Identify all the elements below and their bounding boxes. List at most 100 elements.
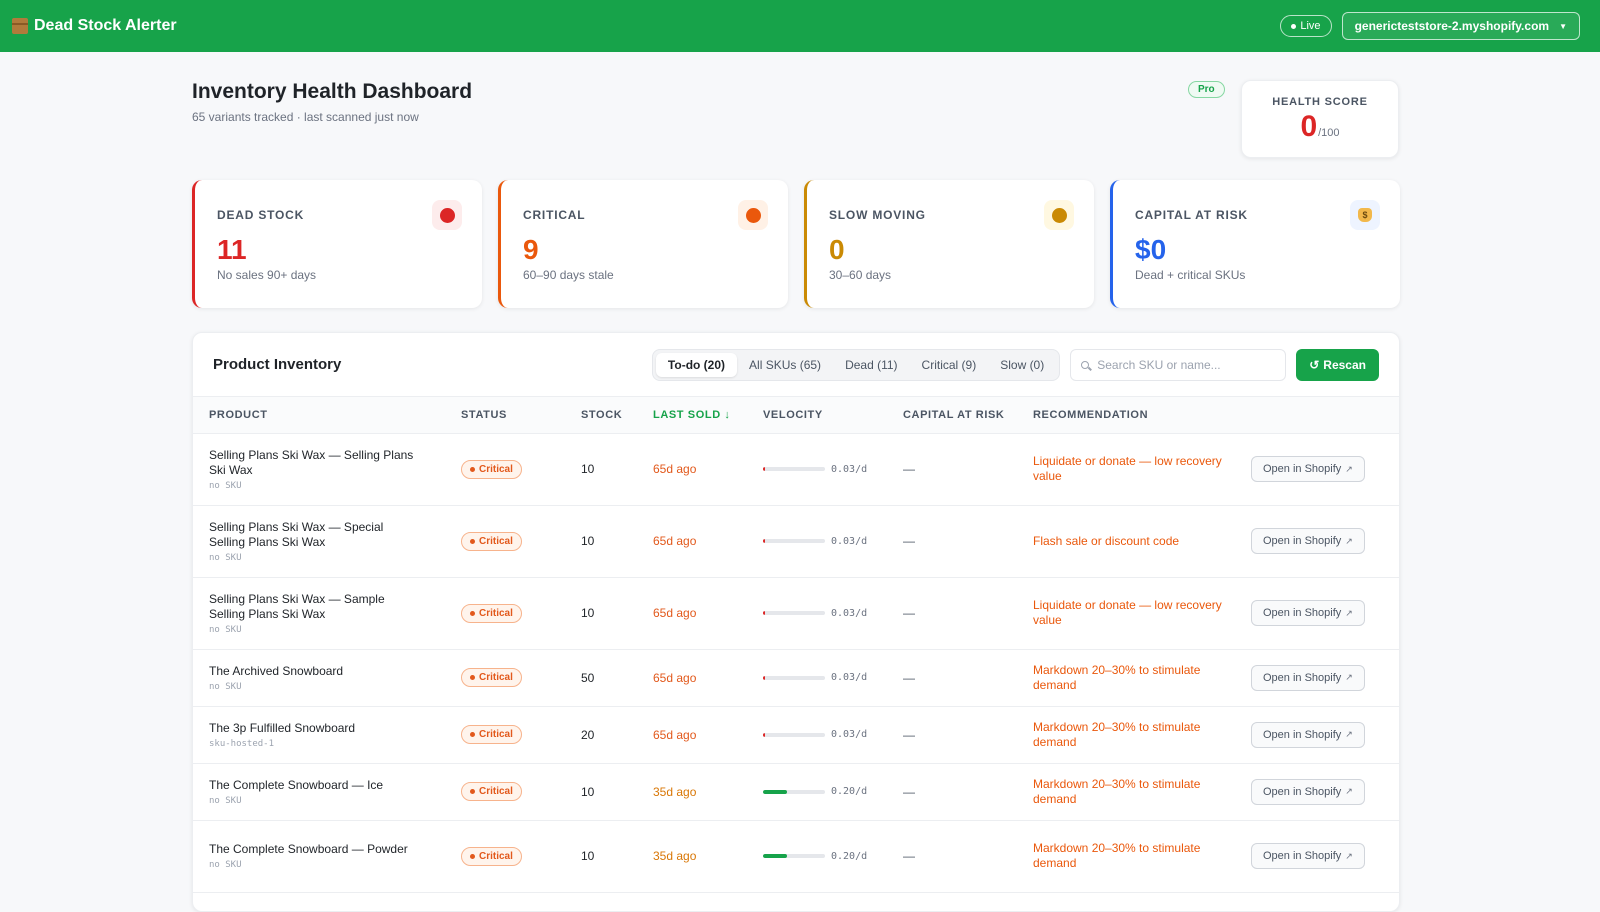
open-in-shopify-button[interactable]: Open in Shopify ↗ (1251, 528, 1365, 554)
filter-tab-todo[interactable]: To-do (20) (655, 352, 738, 377)
velocity-meter: 0.03/d (763, 608, 903, 619)
open-in-shopify-label: Open in Shopify (1263, 671, 1342, 684)
recommendation-text: Markdown 20–30% to stimulate demand (1033, 719, 1201, 749)
velocity-bar (763, 732, 825, 737)
cell-capital: — (903, 763, 1033, 820)
cell-capital: — (903, 820, 1033, 892)
filter-tab-critical[interactable]: Critical (9) (921, 357, 977, 372)
stat-label: SLOW MOVING (829, 208, 926, 222)
open-in-shopify-button[interactable]: Open in Shopify ↗ (1251, 843, 1365, 869)
velocity-meter: 0.03/d (763, 672, 903, 683)
search-input[interactable] (1097, 357, 1268, 372)
capital-value: — (903, 670, 915, 685)
velocity-bar (763, 789, 825, 794)
cell-capital: — (903, 577, 1033, 649)
velocity-bar-fill (763, 539, 765, 543)
external-link-icon: ↗ (1345, 463, 1353, 474)
recommendation-text: Liquidate or donate — low recovery value (1033, 598, 1222, 627)
main-content: Inventory Health Dashboard 65 variants t… (192, 52, 1400, 912)
filter-tab-dead[interactable]: Dead (11) (845, 357, 898, 372)
recommendation-text: Flash sale or discount code (1033, 533, 1180, 548)
open-in-shopify-button[interactable]: Open in Shopify ↗ (1251, 664, 1365, 691)
capital-value: — (903, 606, 915, 620)
cell-status: Critical (461, 763, 581, 820)
table-row[interactable]: Selling Plans Ski Wax — Selling Plans Sk… (193, 433, 1399, 505)
status-label: Critical (479, 729, 513, 740)
status-badge: Critical (461, 725, 522, 744)
table-row[interactable]: Selling Plans Ski Wax — Sample Selling P… (193, 577, 1399, 649)
live-status-badge: Live (1280, 15, 1332, 37)
cell-status: Critical (461, 505, 581, 577)
col-status[interactable]: STATUS (461, 408, 507, 421)
refresh-icon: ↺ (1309, 357, 1320, 372)
product-name: The Complete Snowboard — Ice (209, 777, 384, 792)
col-capital-at-risk[interactable]: CAPITAL AT RISK (903, 408, 1005, 421)
top-bar: Dead Stock Alerter Live genericteststore… (0, 0, 1600, 52)
col-actions (1251, 397, 1399, 433)
brand[interactable]: Dead Stock Alerter (12, 17, 177, 35)
open-in-shopify-button[interactable]: Open in Shopify ↗ (1251, 600, 1365, 626)
stat-card-slow-moving: SLOW MOVING 0 30–60 days (804, 180, 1094, 308)
external-link-icon: ↗ (1345, 850, 1353, 861)
last-sold-value: 65d ago (653, 670, 697, 685)
col-product[interactable]: PRODUCT (209, 408, 268, 421)
table-row[interactable]: The Complete Snowboard — Ice no SKU Critic… (193, 763, 1399, 820)
cell-status: Critical (461, 433, 581, 505)
cell-velocity: 0.20/d (763, 763, 903, 820)
col-stock[interactable]: STOCK (581, 408, 623, 421)
open-in-shopify-button[interactable]: Open in Shopify ↗ (1251, 456, 1365, 482)
table-row[interactable]: The Complete Snowboard — Powder no SKU Cri… (193, 820, 1399, 892)
cell-recommendation: Liquidate or donate — low recovery value (1033, 577, 1251, 649)
filter-tab-slow[interactable]: Slow (0) (1000, 357, 1045, 372)
open-in-shopify-button[interactable]: Open in Shopify ↗ (1251, 778, 1365, 805)
external-link-icon: ↗ (1345, 535, 1353, 546)
stat-card-critical: CRITICAL 9 60–90 days stale (498, 180, 788, 308)
col-recommendation[interactable]: RECOMMENDATION (1033, 408, 1149, 421)
product-sku: no SKU (209, 795, 242, 806)
stock-value: 10 (581, 462, 595, 476)
cell-stock: 10 (581, 763, 653, 820)
stat-icon-wrap (432, 200, 462, 230)
recommendation-text: Markdown 20–30% to stimulate demand (1033, 662, 1201, 692)
cell-actions: Open in Shopify ↗ (1251, 505, 1399, 577)
cell-product: Selling Plans Ski Wax — Sample Selling P… (193, 577, 461, 649)
velocity-bar-fill (763, 467, 765, 471)
rescan-button[interactable]: ↺ Rescan (1296, 348, 1379, 381)
cell-recommendation: Markdown 20–30% to stimulate demand (1033, 763, 1251, 820)
product-sku: no SKU (209, 681, 242, 692)
table-row[interactable]: The Archived Snowboard no SKU Critical 50 65… (193, 649, 1399, 706)
search-box[interactable] (1070, 348, 1287, 381)
product-name: The Complete Snowboard — Powder (209, 842, 408, 856)
cell-last-sold: 65d ago (653, 706, 763, 763)
store-selector[interactable]: genericteststore-2.myshopify.com ▼ (1341, 12, 1580, 40)
col-last-sold[interactable]: LAST SOLD ↓ (653, 408, 731, 421)
velocity-meter: 0.03/d (763, 729, 903, 740)
cell-recommendation: Flash sale or discount code (1033, 505, 1251, 577)
store-name: genericteststore-2.myshopify.com (1354, 19, 1550, 33)
recommendation-text: Liquidate or donate — low recovery value (1033, 454, 1222, 483)
stat-note: No sales 90+ days (217, 268, 317, 282)
money-bag-icon (1358, 208, 1372, 222)
last-sold-value: 65d ago (653, 606, 697, 620)
page-title: Inventory Health Dashboard (192, 80, 473, 103)
open-in-shopify-button[interactable]: Open in Shopify ↗ (1251, 721, 1365, 748)
product-sku: sku-hosted-1 (209, 738, 275, 749)
product-name: Selling Plans Ski Wax — Special Selling … (209, 519, 384, 549)
stat-value: 9 (523, 234, 539, 265)
stock-value: 20 (581, 727, 595, 742)
filter-tab-all[interactable]: All SKUs (65) (749, 357, 822, 372)
stat-value: $0 (1135, 234, 1167, 265)
table-row[interactable]: The 3p Fulfilled Snowboard sku-hosted-1 Cr… (193, 706, 1399, 763)
status-dot-icon (470, 789, 475, 794)
health-score-max: /100 (1318, 127, 1340, 139)
product-sku: no SKU (209, 860, 242, 870)
table-row[interactable]: Selling Plans Ski Wax — Special Selling … (193, 505, 1399, 577)
status-badge: Critical (461, 668, 522, 687)
open-in-shopify-label: Open in Shopify (1263, 607, 1342, 619)
open-in-shopify-label: Open in Shopify (1263, 850, 1342, 862)
col-velocity[interactable]: VELOCITY (763, 408, 823, 421)
stat-label: CRITICAL (523, 208, 586, 222)
external-link-icon: ↗ (1345, 729, 1353, 739)
page-subtitle: 65 variants tracked · last scanned just … (192, 110, 419, 124)
stat-note: Dead + critical SKUs (1135, 268, 1246, 282)
